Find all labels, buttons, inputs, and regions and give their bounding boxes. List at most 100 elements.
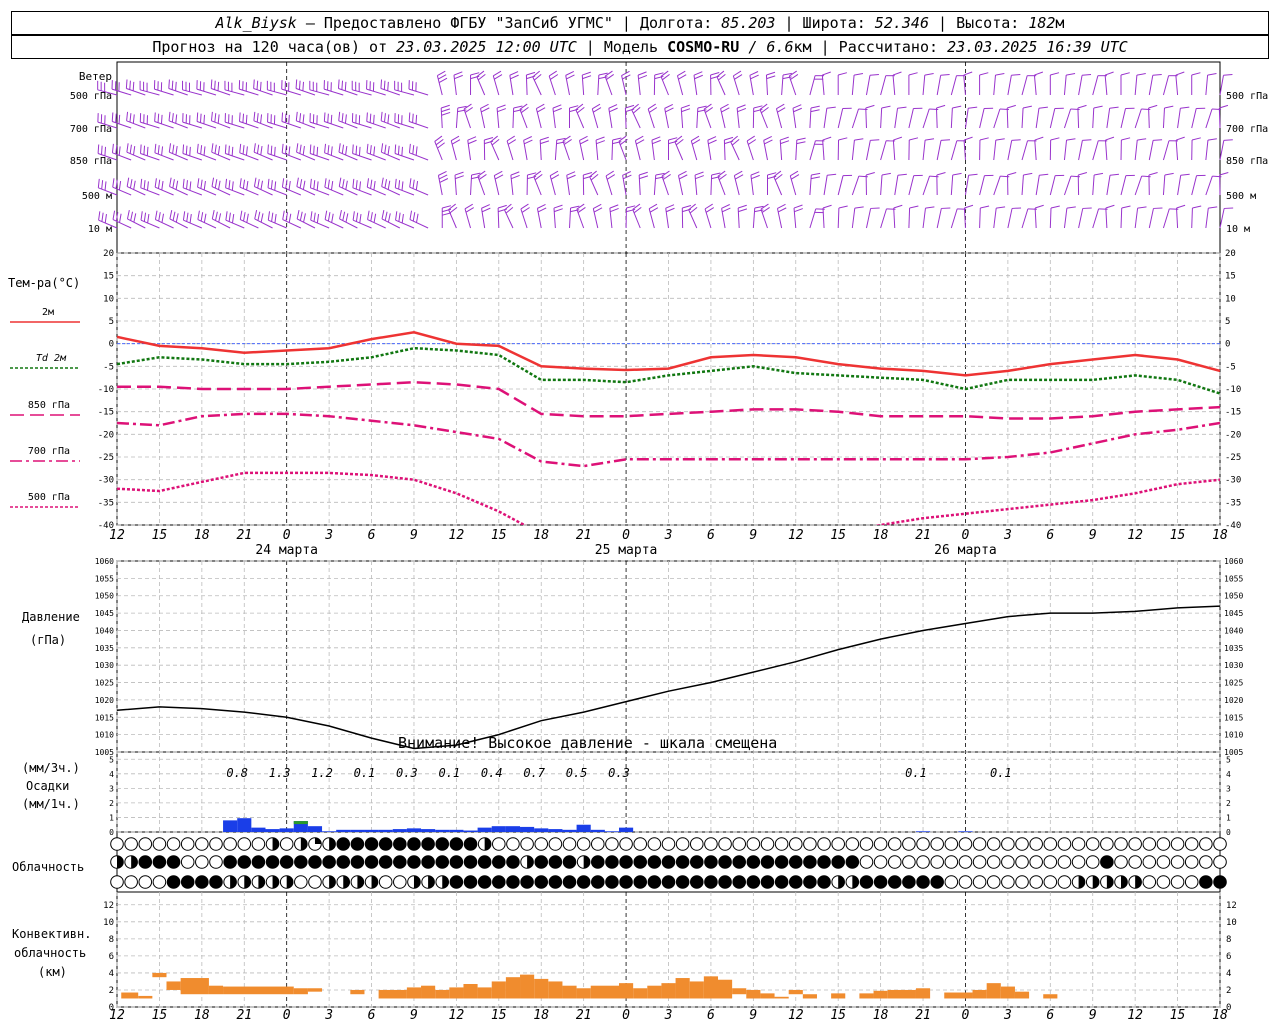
temp-series-2 — [117, 380, 1220, 420]
wind-barb — [1120, 72, 1130, 95]
wind-barb — [464, 203, 474, 229]
wind-barb — [732, 70, 743, 96]
wind-barb — [865, 207, 880, 229]
prec-ytick-right: 2 — [1226, 799, 1231, 808]
cloud-circle — [421, 837, 435, 851]
precip-unit3: (мм/3ч.) — [22, 761, 80, 775]
conv-bar — [350, 989, 365, 995]
cloud-circle — [718, 875, 732, 889]
alt-unit: м — [1055, 14, 1065, 32]
wind-barb — [892, 71, 902, 96]
precip-bar — [463, 830, 478, 832]
conv-bar — [1043, 994, 1058, 999]
conv-ytick-right: 6 — [1226, 952, 1231, 962]
wind-barb — [631, 103, 641, 129]
wind-barb — [437, 170, 449, 196]
wind-barb — [979, 137, 989, 161]
cloud-circle — [407, 837, 421, 851]
wind-barb — [97, 178, 118, 196]
wind-barb — [1049, 205, 1060, 229]
wind-barb — [880, 140, 896, 161]
cloud-circle — [845, 855, 860, 869]
pres-ytick-right: 1040 — [1224, 626, 1243, 635]
wind-barb — [1105, 204, 1115, 229]
wind-barb — [759, 103, 769, 129]
wind-barb — [1175, 136, 1185, 161]
cloud-circle — [1199, 837, 1213, 851]
cloud-circle — [760, 855, 775, 869]
cloud-circle — [803, 837, 817, 851]
cloud-circle — [817, 837, 831, 851]
wind-barb — [1092, 105, 1103, 129]
temp-series-4 — [117, 471, 1220, 525]
time-label-bottom: 3 — [664, 1008, 673, 1023]
wind-barb — [548, 70, 559, 96]
wind-barb — [625, 205, 636, 229]
cloud-circle — [180, 837, 195, 851]
conv-bar — [590, 985, 620, 999]
wind-barb — [309, 178, 330, 196]
legend-700-label: 700 гПа — [28, 446, 70, 457]
temp-ytick: -20 — [98, 430, 114, 440]
cloud-circle — [1128, 855, 1142, 869]
cloud-circle — [845, 837, 860, 851]
wind-barb — [638, 171, 649, 196]
wind-barb — [196, 112, 217, 129]
conv-ytick: 10 — [103, 918, 114, 928]
wind-barb — [436, 70, 448, 96]
cloud-circle — [110, 875, 124, 889]
wind-barb — [1162, 75, 1178, 96]
wind-barb — [266, 80, 287, 96]
pres-ytick: 1035 — [95, 644, 114, 653]
cloud-fill — [343, 875, 350, 889]
time-label-bottom: 6 — [368, 1008, 376, 1023]
wind-barb — [154, 210, 174, 229]
temp-ytick: -40 — [98, 521, 114, 531]
wind-barb — [168, 143, 188, 161]
wind-barb — [196, 80, 217, 96]
wind-barb — [506, 135, 517, 161]
wind-barb — [823, 173, 837, 196]
cloud-circle — [166, 855, 181, 869]
cloud-circle — [477, 875, 492, 889]
conv-bar — [491, 981, 506, 999]
wind-barb — [448, 203, 458, 229]
cloud-fill — [527, 855, 534, 869]
wind-barb — [589, 170, 599, 196]
wind-barb — [1162, 172, 1174, 196]
wind-barb — [779, 136, 790, 161]
wind-barb — [281, 143, 302, 161]
wind-barb — [737, 204, 748, 229]
cloud-circle — [195, 875, 209, 889]
conv-ytick: 6 — [109, 952, 114, 962]
precip-bar — [378, 829, 393, 832]
wind-barb — [1104, 136, 1115, 161]
wind-barb — [908, 137, 919, 161]
wind-barb — [97, 80, 118, 96]
pres-ytick: 1055 — [95, 574, 114, 583]
cloud-circle — [746, 837, 761, 851]
wind-barb — [1007, 172, 1017, 196]
wind-barb — [455, 105, 467, 129]
temp-series-1 — [117, 346, 1220, 395]
wind-barb — [979, 174, 994, 196]
cloud-circle — [1213, 837, 1227, 851]
conv-title-1: Конвективн. — [12, 927, 91, 941]
conv-bar — [152, 972, 167, 978]
wind-barb — [865, 139, 880, 161]
time-label-bottom: 12 — [788, 1008, 804, 1023]
provider-text: — Предоставлено ФГБУ "ЗапСиб УГМС" | — [296, 14, 640, 32]
cloud-circle — [506, 875, 520, 889]
cloud-circle — [718, 837, 732, 851]
wind-barb — [169, 177, 188, 196]
wind-barb — [434, 135, 445, 161]
wind-barb — [394, 80, 415, 96]
wind-barb — [323, 80, 344, 96]
wind-barb — [140, 211, 160, 229]
wind-barb — [510, 171, 520, 196]
cloud-circle — [463, 875, 478, 889]
cloud-fill — [329, 875, 336, 889]
wind-barb — [775, 103, 786, 129]
precip-3h-amount: 0.3 — [608, 766, 630, 780]
wind-barb — [512, 105, 523, 129]
